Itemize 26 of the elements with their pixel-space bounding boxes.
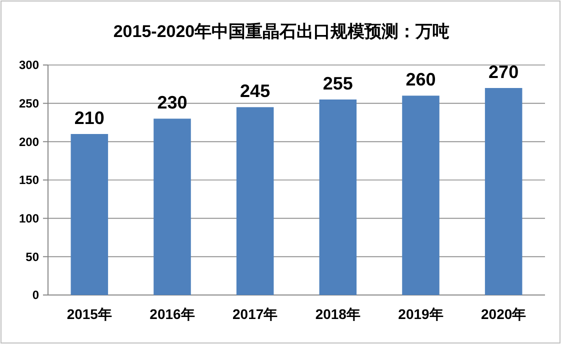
x-tick-label: 2015年: [66, 306, 112, 322]
x-tick-label: 2020年: [481, 306, 526, 322]
bar: [154, 118, 191, 295]
data-label: 260: [406, 70, 436, 90]
x-tick-label: 2016年: [150, 306, 195, 322]
data-label: 255: [322, 74, 353, 94]
chart-title: 2015-2020年中国重晶石出口规模预测：万吨: [113, 22, 450, 41]
y-tick-label: 150: [18, 173, 40, 188]
data-label: 245: [240, 81, 270, 102]
y-tick-label: 200: [18, 134, 40, 149]
data-label: 270: [488, 62, 519, 82]
x-tick-label: 2017年: [232, 306, 278, 322]
data-label: 210: [74, 108, 104, 128]
x-tick-label: 2018年: [315, 306, 360, 322]
y-tick-label: 0: [32, 288, 40, 302]
x-tick-label: 2019年: [398, 306, 444, 322]
bar: [402, 96, 440, 295]
y-tick-label: 100: [18, 212, 40, 226]
data-label: 230: [157, 92, 188, 113]
y-tick-label: 250: [18, 96, 40, 111]
bar: [236, 107, 274, 295]
y-tick-label: 300: [18, 58, 40, 72]
bar: [319, 100, 357, 295]
y-tick-label: 50: [26, 250, 40, 264]
bar: [70, 134, 108, 295]
bar: [484, 88, 522, 295]
